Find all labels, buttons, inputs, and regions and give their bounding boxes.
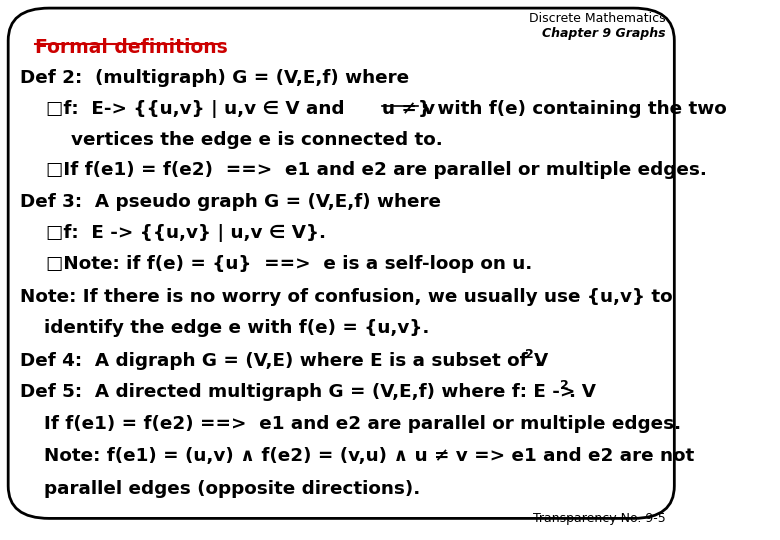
- Text: If f(e1) = f(e2) ==>  e1 and e2 are parallel or multiple edges.: If f(e1) = f(e2) ==> e1 and e2 are paral…: [44, 415, 682, 433]
- Text: Note: If there is no worry of confusion, we usually use {u,v} to: Note: If there is no worry of confusion,…: [20, 288, 673, 306]
- Text: □f:  E-> {{u,v} | u,v ∈ V and: □f: E-> {{u,v} | u,v ∈ V and: [47, 100, 351, 118]
- Text: Def 3:  A pseudo graph G = (V,E,f) where: Def 3: A pseudo graph G = (V,E,f) where: [20, 193, 441, 211]
- Text: □Note: if f(e) = {u}  ==>  e is a self-loop on u.: □Note: if f(e) = {u} ==> e is a self-loo…: [47, 255, 533, 273]
- Text: .: .: [534, 352, 541, 370]
- Text: Transparency No. 9-5: Transparency No. 9-5: [533, 512, 665, 525]
- Text: Def 2:  (multigraph) G = (V,E,f) where: Def 2: (multigraph) G = (V,E,f) where: [20, 69, 410, 86]
- Text: } with f(e) containing the two: } with f(e) containing the two: [418, 100, 726, 118]
- Text: Formal definitions: Formal definitions: [36, 38, 229, 57]
- Text: Def 4:  A digraph G = (V,E) where E is a subset of V: Def 4: A digraph G = (V,E) where E is a …: [20, 352, 548, 370]
- Text: 2: 2: [560, 379, 569, 392]
- Text: Chapter 9 Graphs: Chapter 9 Graphs: [542, 27, 665, 40]
- Text: u ≠ v: u ≠ v: [382, 100, 435, 118]
- Text: □If f(e1) = f(e2)  ==>  e1 and e2 are parallel or multiple edges.: □If f(e1) = f(e2) ==> e1 and e2 are para…: [47, 161, 707, 179]
- Text: 2: 2: [525, 348, 534, 361]
- Text: Def 5:  A directed multigraph G = (V,E,f) where f: E -> V: Def 5: A directed multigraph G = (V,E,f)…: [20, 383, 597, 401]
- Text: □f:  E -> {{u,v} | u,v ∈ V}.: □f: E -> {{u,v} | u,v ∈ V}.: [47, 224, 326, 242]
- Text: vertices the edge e is connected to.: vertices the edge e is connected to.: [71, 131, 443, 149]
- Text: .: .: [569, 383, 576, 401]
- FancyBboxPatch shape: [9, 8, 675, 518]
- Text: parallel edges (opposite directions).: parallel edges (opposite directions).: [44, 480, 420, 497]
- Text: identify the edge e with f(e) = {u,v}.: identify the edge e with f(e) = {u,v}.: [44, 319, 430, 336]
- Text: Note: f(e1) = (u,v) ∧ f(e2) = (v,u) ∧ u ≠ v => e1 and e2 are not: Note: f(e1) = (u,v) ∧ f(e2) = (v,u) ∧ u …: [44, 447, 695, 465]
- Text: Discrete Mathematics: Discrete Mathematics: [529, 12, 665, 25]
